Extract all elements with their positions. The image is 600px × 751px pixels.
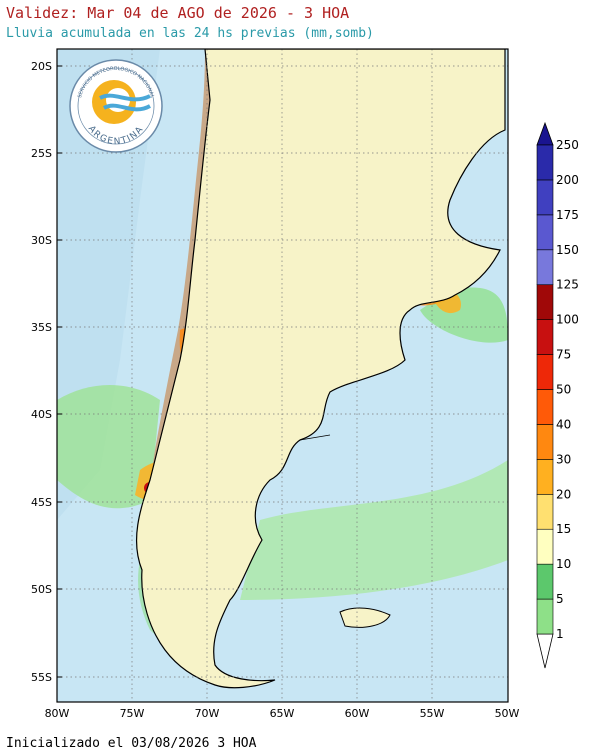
colorbar-swatch — [536, 528, 554, 565]
latitude-tick-marks — [57, 65, 62, 678]
lat-label-30s: 30S — [31, 234, 52, 247]
colorbar-label: 100 — [556, 313, 579, 327]
colorbar-swatch — [536, 319, 554, 355]
colorbar-label: 200 — [556, 173, 579, 187]
colorbar-label: 10 — [556, 557, 571, 571]
colorbar-label: 40 — [556, 417, 571, 431]
colorbar-swatch — [536, 493, 554, 530]
ocean-rain-band-south — [240, 460, 508, 600]
lon-label-65w: 65W — [270, 707, 295, 720]
init-time-label: Inicializado el 03/08/2026 3 HOA — [6, 736, 257, 751]
lat-label-45s: 45S — [31, 496, 52, 509]
colorbar-label: 125 — [556, 278, 579, 292]
lat-label-50s: 50S — [31, 583, 52, 596]
map-frame — [56, 48, 509, 703]
lon-label-80w: 80W — [45, 707, 70, 720]
colorbar-label: 20 — [556, 487, 571, 501]
colorbar-swatch — [536, 249, 554, 286]
colorbar-label: 150 — [556, 243, 579, 257]
logo-inner-ring — [77, 67, 155, 145]
colorbar-swatch — [536, 389, 554, 425]
colorbar-swatch — [536, 424, 554, 460]
map-title: Validez: Mar 04 de AGO de 2026 - 3 HOA — [6, 4, 350, 22]
colorbar-label: 175 — [556, 208, 579, 222]
lon-label-60w: 60W — [345, 707, 370, 720]
graticule — [57, 49, 508, 702]
colorbar-label: 5 — [556, 592, 564, 606]
lon-label-50w: 50W — [495, 707, 520, 720]
logo-wave-icon-2 — [103, 103, 151, 112]
colorbar-label: 30 — [556, 452, 571, 466]
colorbar-swatch — [536, 284, 554, 320]
colorbar-swatch — [536, 179, 554, 216]
logo-wave-icon — [99, 93, 151, 102]
colorbar-label: 250 — [556, 138, 579, 152]
colorbar-min-arrow — [536, 633, 554, 669]
colorbar-swatch — [536, 563, 554, 600]
lon-label-75w: 75W — [120, 707, 145, 720]
lat-label-40s: 40S — [31, 408, 52, 421]
colorbar-label: 1 — [556, 627, 564, 641]
colorbar-max-arrow — [536, 121, 554, 146]
colorbar-label: 50 — [556, 383, 571, 397]
smn-logo: SERVICIO METEOROLOGICO NACIONAL ARGENTIN… — [69, 59, 163, 153]
pacific-rain-band — [57, 385, 160, 509]
lon-label-55w: 55W — [420, 707, 445, 720]
colorbar-swatch — [536, 214, 554, 251]
colorbar-swatch — [536, 354, 554, 390]
colorbar-label: 15 — [556, 522, 571, 536]
malvinas-islands — [339, 607, 391, 628]
map-subtitle: Lluvia acumulada en las 24 hs previas (m… — [6, 26, 374, 41]
colorbar-swatch — [536, 144, 554, 181]
colorbar-label: 75 — [556, 348, 571, 362]
lat-label-25s: 25S — [31, 147, 52, 160]
lat-label-55s: 55S — [31, 671, 52, 684]
lon-label-70w: 70W — [195, 707, 220, 720]
lat-label-35s: 35S — [31, 321, 52, 334]
colorbar-swatch — [536, 598, 554, 635]
colorbar-swatch — [536, 459, 554, 495]
lat-label-20s: 20S — [31, 60, 52, 73]
